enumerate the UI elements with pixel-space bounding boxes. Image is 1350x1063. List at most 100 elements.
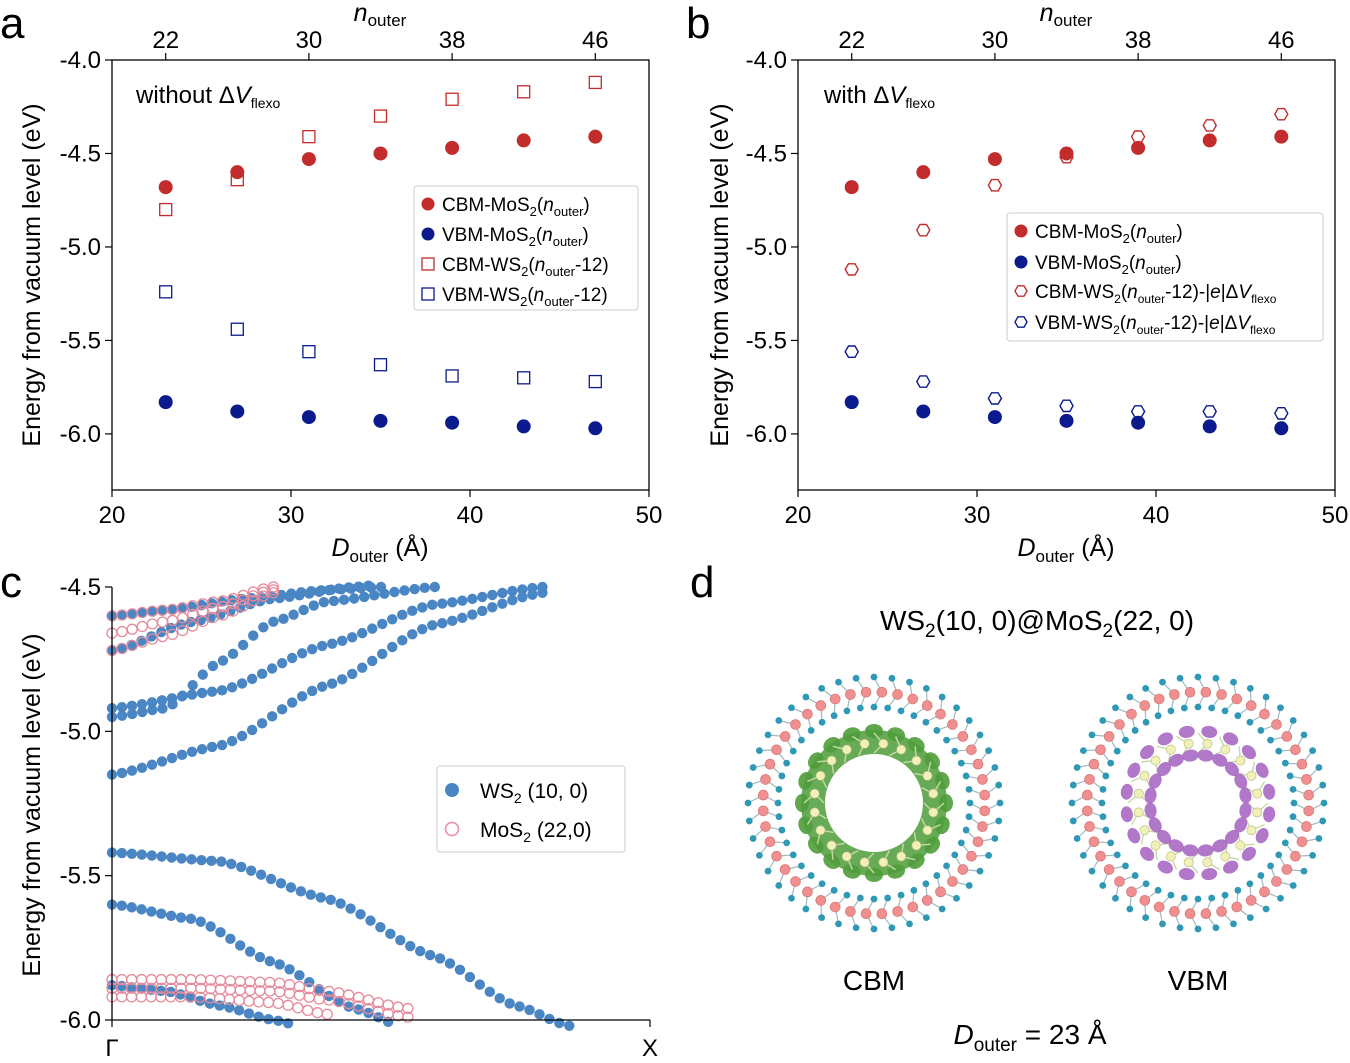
d-right-s-atom-13-0	[1159, 920, 1166, 928]
d-right-metal-atom-9	[1216, 906, 1227, 917]
c-band-s0-b2-29	[399, 585, 410, 596]
d-right-s-atom-36-0	[1246, 684, 1254, 692]
d-left-s-atom-11-0	[870, 925, 878, 933]
d-left-s-atom-20-1	[778, 826, 786, 834]
d-left-s-atom-31-1	[843, 707, 851, 715]
d-right-s-atom-4-0	[1300, 867, 1308, 875]
marks-c	[106, 580, 575, 1031]
a-point-s2-6	[588, 75, 602, 90]
d-left-s-atom-34-1	[884, 704, 892, 712]
b-point-s2-2	[987, 178, 1003, 192]
d-left-inner-metal-8	[815, 825, 826, 836]
a-xtick-label-0: 20	[99, 502, 126, 529]
d-left-s-atom-36-1	[910, 712, 918, 720]
c-band-s0-b1-31	[417, 602, 428, 613]
c-band-s0-b5-13	[236, 861, 247, 873]
d-left-s-atom-4-0	[976, 867, 984, 875]
d-right-metal-atom-10	[1200, 908, 1212, 920]
d-right-orbital-lobe-5-0	[1178, 868, 1195, 881]
c-band-s1-b5-16	[262, 996, 275, 1009]
d-right-metal-atom-7	[1245, 895, 1257, 906]
d-right-metal-atom-15	[1126, 886, 1137, 898]
d-right-metal-atom-21	[1081, 805, 1093, 817]
panel-label-a: a	[0, 0, 25, 48]
a-xtick-label-1: 30	[278, 502, 305, 529]
d-left-orbital-lobe-16	[887, 727, 906, 742]
d-right-metal-atom-40	[1290, 744, 1301, 756]
c-band-s0-b5-8	[186, 854, 197, 865]
d-left-inner-metal-5	[859, 857, 870, 868]
d-left-s-atom-3-1	[957, 839, 965, 847]
d-left-metal-atom-33	[876, 686, 888, 698]
d-right-metal-atom-11	[1184, 908, 1196, 920]
d-left-orbital-lobe-17	[907, 737, 925, 753]
d-left-metal-atom-13	[829, 901, 841, 913]
legend-label-a-0: CBM-MoS2(nouter)	[442, 195, 590, 219]
d-left-s-atom-10-1	[884, 894, 892, 902]
c-band-s0-b1-30	[407, 605, 418, 617]
c-band-s1-b2-2	[126, 639, 138, 652]
d-right-metal-atom-23	[1084, 774, 1095, 785]
d-right-s-atom-0-1	[1290, 799, 1298, 807]
c-band-s0-b0-20	[306, 685, 318, 697]
d-right-metal-atom-34	[1216, 689, 1227, 700]
d-left-inner-metal-4	[878, 857, 889, 868]
d-right-inner-metal-13	[1165, 744, 1176, 755]
b-point-s3-2	[987, 392, 1003, 405]
c-band-s0-b0-30	[407, 629, 418, 640]
c-band-s0-b1-37	[477, 591, 488, 603]
d-left-s-atom-27-0	[775, 717, 783, 724]
d-left-s-atom-32-0	[852, 674, 860, 682]
d-left-metal-atom-2	[972, 836, 984, 848]
c-band-s0-b0-40	[507, 595, 518, 606]
d-left-s-atom-38-1	[933, 727, 941, 734]
d-left-s-atom-16-0	[788, 894, 795, 902]
legend-b: CBM-MoS2(nouter) VBM-MoS2(nouter) CBM-WS…	[1006, 212, 1324, 342]
legend-box-a	[413, 185, 639, 311]
b-point-s1-0	[844, 395, 859, 410]
d-right-s-atom-2-1	[1286, 826, 1294, 834]
d-right-s-atom-21-1	[1099, 813, 1107, 821]
c-band-s1-b1-7	[176, 612, 189, 624]
d-left-s-atom-9-0	[906, 920, 913, 928]
d-right-orbital-lobe-1-1	[1234, 817, 1248, 833]
c-band-s0-b5-18	[285, 882, 297, 893]
d-right-inner-metal-19	[1252, 788, 1263, 799]
c-band-s0-b6-6	[165, 910, 177, 921]
d-right-s-atom-17-0	[1099, 882, 1107, 889]
c-band-s0-b6-18	[284, 964, 295, 975]
d-right-s-atom-42-1	[1286, 772, 1294, 780]
b-toptick-label-2: 38	[1125, 27, 1152, 54]
d-left-s-atom-27-1	[798, 736, 805, 744]
d-left-s-atom-37-0	[938, 693, 946, 701]
d-right-s-atom-6-0	[1277, 894, 1284, 902]
d-right-inner-metal-10	[1133, 788, 1144, 799]
c-band-s1-b1-6	[166, 614, 179, 627]
c-band-s0-b6-19	[294, 970, 305, 981]
d-right-s-atom-41-0	[1309, 747, 1317, 755]
d-right-inner-metal-12	[1150, 755, 1161, 766]
d-left-s-atom-19-0	[755, 851, 763, 859]
c-band-s0-b0-1	[116, 767, 128, 779]
b-ytick-label-3: -5.5	[746, 327, 787, 354]
a-xtick-label-2: 40	[457, 502, 484, 529]
c-band-s0-b2-8	[187, 679, 198, 691]
c-band-s0-b4-2	[126, 608, 138, 620]
d-left-metal-atom-20	[760, 821, 771, 832]
c-band-s0-b2-12	[227, 648, 239, 660]
d-left-orbital-lobe-3	[907, 853, 925, 869]
c-band-s0-b2-11	[217, 655, 229, 666]
d-right-metal-atom-8	[1231, 901, 1243, 913]
c-band-s0-b5-3	[136, 849, 148, 860]
d-right-orbital-lobe-4-1	[1197, 844, 1214, 857]
d-right-metal-atom-12	[1169, 906, 1180, 917]
c-band-s0-b0-4	[146, 759, 158, 770]
d-left-inner-metal-12	[826, 755, 837, 766]
c-band-s0-b1-32	[427, 599, 438, 611]
d-right-orbital-lobe-2-0	[1241, 846, 1256, 861]
d-left-metal-atom-24	[764, 758, 776, 770]
nanotube-cbm-illustration	[744, 673, 1004, 933]
c-band-s0-b6-3	[136, 904, 147, 915]
d-right-metal-atom-24	[1088, 758, 1100, 770]
d-right-s-atom-10-1	[1208, 894, 1216, 902]
